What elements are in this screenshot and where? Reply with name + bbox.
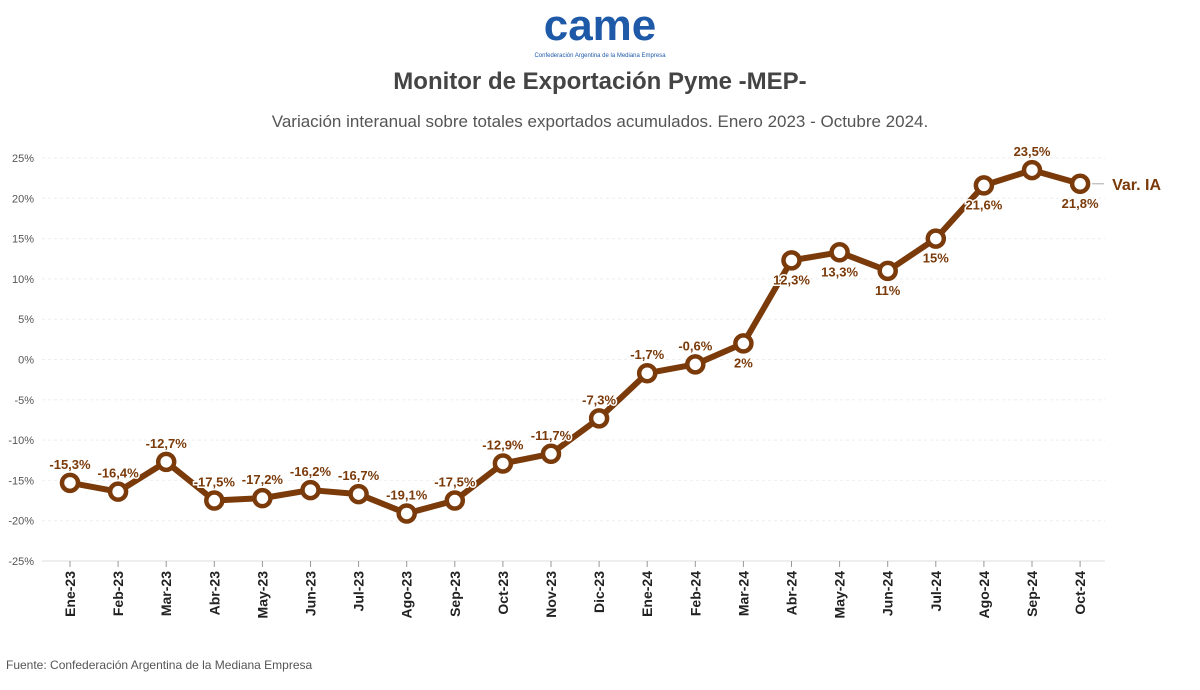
data-label: -17,5% — [434, 475, 476, 490]
y-tick-label: 25% — [12, 153, 34, 165]
data-point — [348, 483, 369, 505]
x-tick-label: Feb-23 — [110, 571, 126, 616]
data-label: 21,6% — [965, 197, 1002, 212]
data-point — [59, 472, 81, 494]
data-label: -19,1% — [386, 487, 428, 502]
data-label: 12,3% — [773, 272, 810, 287]
data-label: -17,5% — [194, 475, 236, 490]
data-point — [973, 175, 995, 196]
data-label: -16,2% — [290, 464, 332, 479]
x-tick-label: Sep-24 — [1024, 571, 1040, 617]
data-label: -16,4% — [97, 466, 139, 481]
y-tick-label: -25% — [8, 556, 34, 568]
data-point — [636, 362, 658, 384]
x-tick-label: Feb-24 — [687, 571, 703, 616]
x-tick-label: Oct-24 — [1072, 571, 1088, 615]
data-point — [733, 333, 754, 354]
y-tick-label: 20% — [12, 193, 34, 205]
data-label: 11% — [875, 283, 901, 298]
y-tick-label: 0% — [18, 355, 34, 367]
x-tick-label: Dic-23 — [591, 571, 607, 613]
data-point — [300, 479, 321, 501]
data-point — [925, 228, 947, 249]
data-label: 2% — [734, 355, 753, 370]
data-label: 23,5% — [1014, 144, 1051, 159]
x-tick-label: Jul-23 — [351, 571, 367, 612]
data-point — [204, 490, 225, 511]
source-note: Fuente: Confederación Argentina de la Me… — [6, 658, 313, 672]
series-line — [69, 167, 1081, 517]
y-tick-label: -20% — [8, 516, 34, 528]
data-label: -12,9% — [482, 437, 524, 452]
y-tick-label: 15% — [12, 234, 34, 246]
x-tick-label: Abr-24 — [784, 571, 800, 616]
data-label: 15% — [923, 251, 949, 266]
chart-title: Monitor de Exportación Pyme -MEP- — [393, 68, 807, 95]
x-tick-label: Mar-24 — [735, 571, 751, 616]
x-tick-label: Ene-23 — [62, 571, 78, 617]
data-label: -16,7% — [338, 468, 380, 483]
svg-text:Confederación Argentina de la: Confederación Argentina de la Mediana Em… — [534, 53, 666, 59]
x-tick-label: Ago-24 — [976, 571, 992, 619]
x-tick-label: Ago-23 — [399, 571, 415, 619]
data-label: -7,3% — [582, 392, 616, 407]
x-tick-label: Oct-23 — [495, 571, 511, 615]
data-point — [444, 490, 466, 511]
data-label: -11,7% — [531, 428, 572, 443]
data-label: -12,7% — [146, 436, 188, 451]
svg-text:came: came — [544, 1, 657, 50]
data-point — [107, 481, 129, 502]
chart-subtitle: Variación interanual sobre totales expor… — [271, 112, 929, 131]
data-point — [1069, 173, 1091, 195]
data-point — [781, 250, 802, 271]
x-tick-label: Jun-24 — [880, 571, 896, 616]
data-point — [540, 443, 562, 465]
x-tick-label: Abr-23 — [206, 571, 222, 616]
data-label: -17,2% — [242, 472, 284, 487]
data-point — [396, 503, 417, 524]
data-point — [492, 453, 514, 474]
y-tick-label: 10% — [12, 274, 34, 286]
data-point — [877, 260, 898, 282]
x-tick-label: May-23 — [254, 571, 270, 619]
data-point — [588, 408, 610, 429]
x-tick-label: Nov-23 — [543, 571, 559, 618]
y-tick-label: -10% — [8, 435, 34, 447]
data-label: -0,6% — [678, 338, 712, 353]
data-point — [155, 451, 177, 473]
data-label: -1,7% — [630, 347, 664, 362]
x-tick-label: Ene-24 — [639, 571, 655, 617]
data-label: 13,3% — [821, 264, 858, 279]
x-tick-label: May-24 — [832, 571, 848, 619]
data-point — [1021, 159, 1043, 181]
x-tick-label: Sep-23 — [447, 571, 463, 617]
x-tick-label: Jun-23 — [303, 571, 319, 616]
x-tick-label: Mar-23 — [158, 571, 174, 616]
came-logo: came Confederación Argentina de la Media… — [520, 0, 680, 62]
y-tick-label: 5% — [18, 314, 34, 326]
y-tick-label: -5% — [14, 395, 34, 407]
y-tick-label: -15% — [8, 475, 34, 487]
x-tick-label: Jul-24 — [928, 571, 944, 612]
data-point — [252, 487, 273, 509]
data-point — [685, 354, 706, 375]
data-label: 21,8% — [1062, 196, 1099, 211]
data-point — [829, 242, 850, 263]
data-label: -15,3% — [49, 457, 91, 472]
series-label: Var. IA — [1112, 177, 1161, 194]
